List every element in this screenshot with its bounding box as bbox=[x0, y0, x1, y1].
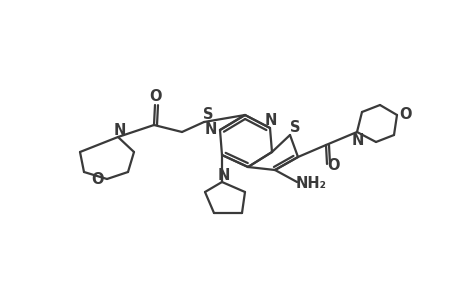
Text: N: N bbox=[264, 112, 277, 128]
Text: N: N bbox=[351, 133, 364, 148]
Text: N: N bbox=[113, 122, 126, 137]
Text: NH₂: NH₂ bbox=[295, 176, 326, 191]
Text: O: O bbox=[150, 88, 162, 104]
Text: S: S bbox=[289, 119, 300, 134]
Text: N: N bbox=[218, 167, 230, 182]
Text: O: O bbox=[327, 158, 340, 172]
Text: N: N bbox=[204, 122, 217, 136]
Text: S: S bbox=[202, 106, 213, 122]
Text: O: O bbox=[91, 172, 104, 188]
Text: O: O bbox=[399, 106, 411, 122]
